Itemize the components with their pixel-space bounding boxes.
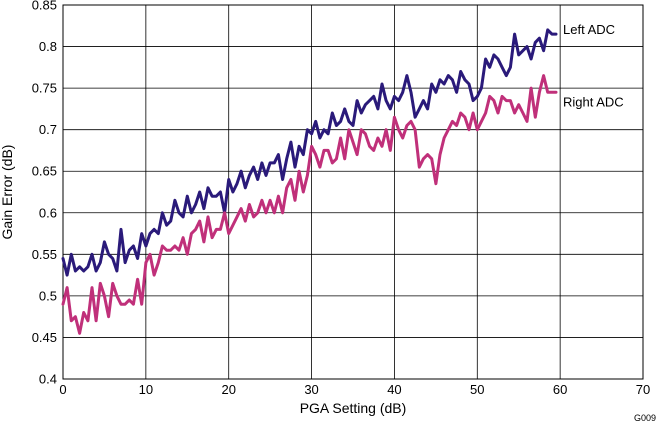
y-tick-label: 0.75 xyxy=(32,81,57,96)
series-lines xyxy=(61,28,558,335)
grid-lines xyxy=(62,4,644,380)
x-tick-label: 20 xyxy=(221,382,235,397)
y-tick-label: 0.45 xyxy=(32,330,57,345)
y-tick-label: 0.85 xyxy=(32,0,57,13)
x-tick-label: 0 xyxy=(59,382,66,397)
y-tick-label: 0.4 xyxy=(39,372,57,387)
x-tick-label: 50 xyxy=(470,382,484,397)
y-tick-label: 0.8 xyxy=(39,39,57,54)
y-axis-label: Gain Error (dB) xyxy=(0,145,15,240)
plot-area-frame xyxy=(62,4,644,380)
y-tick-label: 0.65 xyxy=(32,164,57,179)
y-axis-ticks: 0.4 0.45 0.5 0.55 0.6 0.65 0.7 0.75 0.8 0.85 xyxy=(32,0,57,387)
x-tick-label: 40 xyxy=(387,382,401,397)
x-axis-ticks: 0 10 20 30 40 50 60 70 xyxy=(59,382,650,397)
x-axis-label: PGA Setting (dB) xyxy=(300,400,407,416)
figure-id: G009 xyxy=(634,413,656,423)
series-line-right-adc xyxy=(61,74,558,335)
y-tick-label: 0.5 xyxy=(39,288,57,303)
series-labels: Left ADC Right ADC xyxy=(563,22,624,110)
series-line-left-adc xyxy=(61,28,558,277)
y-tick-label: 0.6 xyxy=(39,205,57,220)
series-label-left-adc: Left ADC xyxy=(563,22,615,37)
series-label-right-adc: Right ADC xyxy=(563,95,624,110)
x-tick-label: 70 xyxy=(636,382,650,397)
x-tick-label: 10 xyxy=(139,382,153,397)
y-tick-label: 0.55 xyxy=(32,247,57,262)
x-tick-label: 30 xyxy=(304,382,318,397)
x-tick-label: 60 xyxy=(553,382,567,397)
y-tick-label: 0.7 xyxy=(39,122,57,137)
